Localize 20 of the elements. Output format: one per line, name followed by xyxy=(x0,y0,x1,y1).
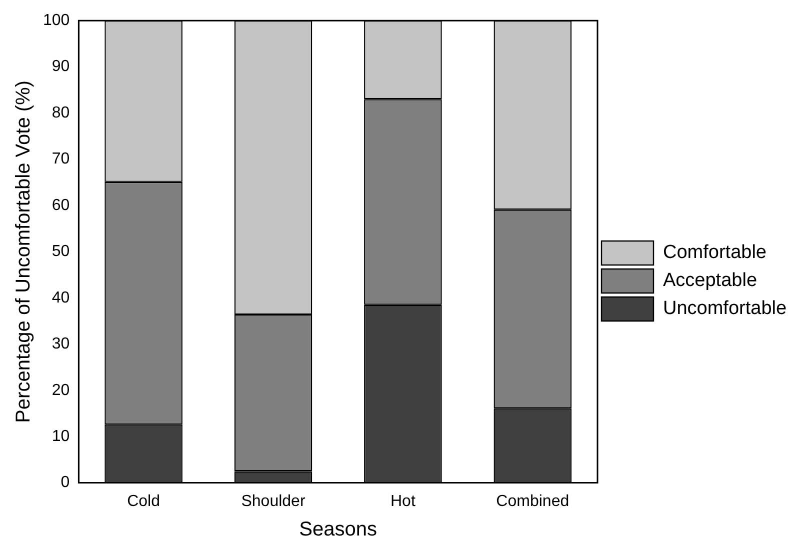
y-tick-label: 60 xyxy=(52,196,70,214)
x-tick-label: Shoulder xyxy=(241,492,306,510)
y-tick-label: 70 xyxy=(52,150,70,168)
legend-label: Acceptable xyxy=(663,270,758,292)
y-tick-label: 100 xyxy=(42,12,70,30)
y-tick-label: 0 xyxy=(60,474,70,492)
legend-label: Uncomfortable xyxy=(663,298,787,320)
y-tick-label: 30 xyxy=(52,336,70,353)
y-tick-label: 90 xyxy=(52,58,70,76)
x-axis-title: Seasons xyxy=(299,518,378,541)
y-axis-title: Percentage of Uncomfortable Vote (%) xyxy=(12,80,35,423)
x-tick-label: Hot xyxy=(390,492,416,510)
y-tick-label: 20 xyxy=(52,382,70,399)
y-tick-label: 10 xyxy=(52,428,70,445)
y-tick-label: 50 xyxy=(52,243,70,260)
x-tick-label: Cold xyxy=(127,492,160,510)
y-tick-label: 40 xyxy=(52,289,70,306)
y-tick-label: 80 xyxy=(52,104,70,122)
x-tick-label: Combined xyxy=(496,492,570,510)
legend-label: Comfortable xyxy=(663,242,766,264)
